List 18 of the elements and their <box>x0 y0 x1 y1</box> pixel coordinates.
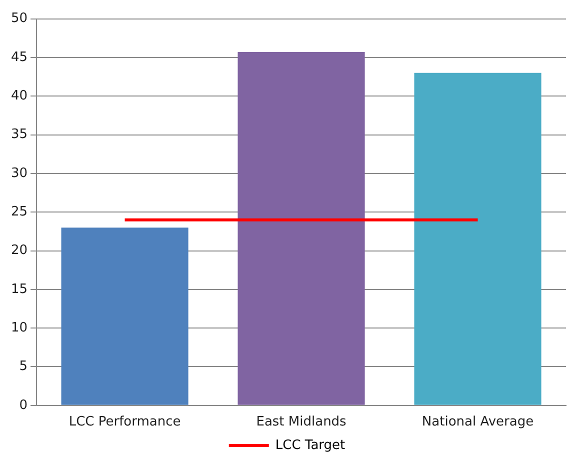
x-tick-label: National Average <box>422 414 534 430</box>
x-tick-label: LCC Performance <box>68 414 181 430</box>
y-tick-label: 10 <box>10 320 28 336</box>
bar <box>238 52 365 405</box>
legend-label: LCC Target <box>275 438 346 453</box>
y-tick-label: 35 <box>10 127 28 142</box>
y-tick-label: 20 <box>10 243 28 258</box>
bar <box>61 228 188 405</box>
y-tick-label: 0 <box>19 398 28 413</box>
y-tick-label: 30 <box>10 166 28 181</box>
y-tick-label: 40 <box>10 88 28 104</box>
bar <box>414 72 542 405</box>
y-tick-label: 45 <box>10 50 28 65</box>
x-tick-label: East Midlands <box>256 414 347 430</box>
y-tick-label: 5 <box>19 359 28 374</box>
y-tick-label: 15 <box>10 282 28 297</box>
y-tick-label: 25 <box>10 204 28 220</box>
y-tick-label: 50 <box>10 11 28 26</box>
